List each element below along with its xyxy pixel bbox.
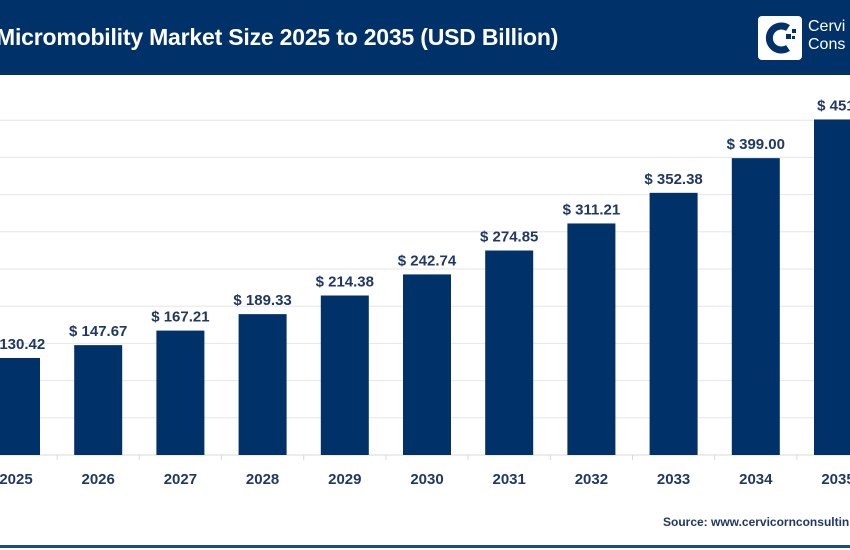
- chart-header: Micromobility Market Size 2025 to 2035 (…: [0, 0, 850, 75]
- data-label-2027: $ 167.21: [151, 309, 209, 326]
- bar-2030: [403, 274, 451, 455]
- data-label-2028: $ 189.33: [233, 292, 291, 309]
- logo-line-1: Cervi: [808, 18, 846, 35]
- bar-2029: [320, 295, 369, 455]
- source-text: Source: www.cervicornconsultin: [663, 515, 850, 529]
- bar-2035: [814, 119, 850, 456]
- logo-text: Cervi Cons: [808, 18, 845, 54]
- x-tick-label-2033: 2033: [657, 471, 690, 488]
- bar-2028: [238, 314, 287, 455]
- x-tick-label-2026: 2026: [82, 471, 115, 488]
- bar-2032: [567, 223, 616, 455]
- data-label-2035: $ 451.: [817, 97, 850, 114]
- x-tick-label-2031: 2031: [493, 471, 526, 488]
- data-label-2029: $ 214.38: [316, 274, 374, 291]
- bottom-divider: [0, 545, 850, 548]
- data-label-2026: $ 147.67: [69, 323, 127, 340]
- data-label-2034: $ 399.00: [727, 136, 785, 153]
- x-tick-label-2030: 2030: [410, 471, 443, 488]
- logo-line-2: Cons: [808, 36, 846, 53]
- x-tick-label-2029: 2029: [328, 471, 361, 488]
- bar-chart: $ 130.42 2025 $ 147.67 2026 $ 167.21 2027 $ 18…: [0, 97, 850, 488]
- data-label-2033: $ 352.38: [644, 171, 702, 188]
- bar-2031: [485, 250, 534, 455]
- bar-2034: [731, 158, 780, 456]
- bar-2026: [74, 345, 123, 455]
- data-label-2032: $ 311.21: [563, 201, 621, 218]
- x-tick-label-2028: 2028: [246, 471, 279, 488]
- bar-2033: [649, 192, 698, 455]
- x-tick-label-2035: 2035: [821, 471, 850, 488]
- chart-title: Micromobility Market Size 2025 to 2035 (…: [0, 24, 559, 50]
- bar-2027: [156, 330, 205, 455]
- x-tick-label-2025: 2025: [0, 471, 33, 488]
- data-label-2030: $ 242.74: [398, 252, 457, 269]
- data-label-2025: $ 130.42: [0, 336, 45, 353]
- x-tick-label-2034: 2034: [739, 471, 773, 488]
- x-tick-label-2027: 2027: [164, 471, 197, 488]
- data-label-2031: $ 274.85: [480, 229, 538, 246]
- x-tick-label-2032: 2032: [575, 471, 608, 488]
- bar-2025: [0, 357, 40, 455]
- cervicorn-logo-icon: [758, 16, 802, 60]
